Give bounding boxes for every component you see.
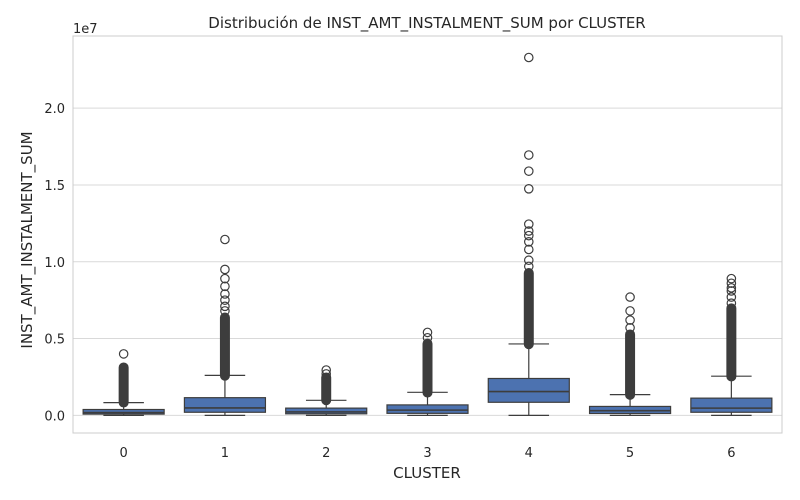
outlier-point bbox=[523, 219, 534, 229]
iqr-box bbox=[285, 407, 368, 415]
outlier-point bbox=[523, 255, 534, 266]
x-tick-label: 0 bbox=[120, 446, 128, 461]
outlier-band bbox=[118, 362, 129, 408]
y-tick-label: 2.0 bbox=[44, 102, 65, 117]
iqr-box bbox=[386, 404, 469, 414]
outlier-point bbox=[220, 306, 230, 316]
outlier-point bbox=[726, 273, 737, 284]
outlier-point bbox=[523, 230, 534, 241]
outlier-band bbox=[422, 338, 433, 398]
outlier-point bbox=[422, 327, 433, 338]
box-group-cluster-1 bbox=[183, 234, 267, 416]
outlier-point bbox=[220, 234, 230, 245]
outlier-band bbox=[726, 303, 737, 382]
y-tick-label: 0.0 bbox=[44, 409, 65, 424]
x-tick-label: 2 bbox=[322, 446, 330, 461]
box-group-cluster-0 bbox=[82, 349, 165, 416]
outlier-band bbox=[625, 329, 636, 400]
outlier-point bbox=[625, 315, 635, 325]
outlier-point bbox=[220, 301, 230, 312]
x-axis-label: CLUSTER bbox=[393, 464, 461, 482]
outlier-point bbox=[523, 52, 534, 63]
grid-lines bbox=[73, 107, 782, 416]
outlier-point bbox=[321, 369, 332, 379]
outlier-point bbox=[422, 332, 433, 343]
outlier-point bbox=[523, 184, 534, 194]
chart-title: Distribución de INST_AMT_INSTALMENT_SUM … bbox=[208, 14, 645, 33]
outlier-point bbox=[726, 298, 737, 309]
iqr-box bbox=[690, 397, 773, 413]
outlier-point bbox=[220, 281, 230, 292]
outlier-point bbox=[726, 292, 737, 302]
y-axis-label: INST_AMT_INSTALMENT_SUM bbox=[18, 131, 37, 348]
outlier-point bbox=[625, 292, 635, 302]
outlier-point bbox=[523, 236, 534, 247]
box-group-cluster-5 bbox=[588, 292, 672, 416]
y-tick-label: 1.0 bbox=[44, 256, 65, 271]
outlier-point bbox=[625, 306, 635, 316]
iqr-box bbox=[183, 397, 267, 413]
x-axis-ticks: 0 1 2 3 4 5 6 bbox=[120, 446, 736, 461]
y-multiplier-label: 1e7 bbox=[73, 22, 98, 37]
outlier-point bbox=[523, 150, 534, 160]
outlier-point bbox=[726, 283, 737, 293]
x-tick-label: 4 bbox=[525, 446, 533, 461]
outlier-point bbox=[220, 289, 230, 299]
outlier-band bbox=[321, 372, 332, 406]
outlier-point bbox=[726, 278, 737, 289]
box-series bbox=[82, 52, 773, 416]
x-tick-label: 6 bbox=[727, 446, 735, 461]
outlier-point bbox=[321, 365, 332, 375]
y-tick-label: 1.5 bbox=[44, 179, 65, 194]
x-tick-label: 1 bbox=[221, 446, 229, 461]
y-tick-label: 0.5 bbox=[44, 333, 65, 348]
box-group-cluster-3 bbox=[386, 327, 469, 416]
outlier-point bbox=[220, 295, 230, 305]
outlier-point bbox=[220, 264, 230, 275]
outlier-band bbox=[219, 312, 230, 381]
box-group-cluster-6 bbox=[690, 273, 773, 416]
box-group-cluster-2 bbox=[285, 365, 368, 416]
x-tick-label: 3 bbox=[423, 446, 431, 461]
box-group-cluster-4 bbox=[487, 52, 570, 416]
outlier-point bbox=[523, 261, 534, 272]
y-axis-ticks: 0.0 0.5 1.0 1.5 2.0 bbox=[44, 102, 65, 424]
plot-frame bbox=[72, 35, 783, 434]
outlier-point bbox=[523, 166, 534, 176]
outlier-point bbox=[726, 286, 737, 296]
outlier-point bbox=[118, 349, 129, 359]
iqr-box bbox=[487, 377, 570, 403]
outlier-point bbox=[220, 273, 230, 284]
outlier-point bbox=[523, 226, 534, 236]
x-tick-label: 5 bbox=[626, 446, 634, 461]
outlier-point bbox=[523, 244, 534, 255]
outlier-point bbox=[625, 322, 635, 333]
outlier-band bbox=[523, 268, 534, 350]
